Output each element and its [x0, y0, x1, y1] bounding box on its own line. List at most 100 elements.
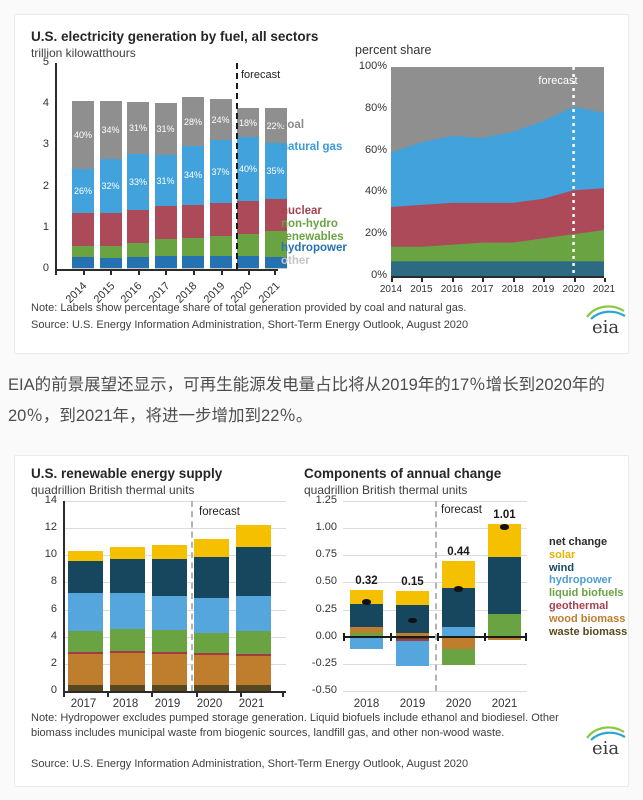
legend-coal: coal: [281, 119, 305, 131]
segment-other: [264, 268, 287, 269]
y-tick-label: 1: [42, 220, 49, 233]
x-axis-tick: [604, 278, 606, 282]
chart-source: Source: U.S. Energy Information Administ…: [31, 758, 469, 770]
y-tick-label: 20%: [364, 227, 387, 240]
segment-nuclear: [182, 204, 204, 239]
bar-percentage-label: 33%: [128, 176, 147, 187]
chart-legend: coal natural gas nuclear non-hydro renewabl…: [281, 63, 381, 273]
segment-non-hydro-renewables: [209, 236, 232, 257]
x-tick-label: 2018: [501, 284, 524, 295]
segment-wood-biomass: [488, 636, 521, 640]
legend-net-change: net change: [549, 536, 608, 548]
y-tick-label: 5: [42, 56, 49, 68]
segment-non-hydro-renewables: [237, 233, 259, 257]
chart-title: Components of annual change: [304, 466, 502, 481]
stacked-bar-2016: 33% 31%: [127, 63, 149, 269]
segment-waste-biomass: [236, 684, 271, 691]
stacked-bar-2019: 37% 24%: [209, 63, 232, 269]
x-axis-tick: [421, 278, 424, 282]
segment-waste-biomass: [152, 684, 187, 691]
stacked-bar-2014: 26% 40%: [72, 63, 94, 269]
x-axis-tick: [282, 693, 284, 697]
legend-wood-biomass: wood biomass: [549, 612, 626, 625]
segment-nuclear: [209, 203, 232, 237]
segment-natural-gas: 31%: [154, 154, 177, 207]
legend-non-hydro-renewables: non-hydro renewables: [281, 218, 344, 243]
y-tick-label: 4: [42, 97, 49, 110]
segment-hydropower: [72, 257, 94, 269]
legend-nuclear: nuclear: [281, 205, 322, 217]
segment-wind: [110, 559, 145, 593]
legend-solar: solar: [549, 548, 576, 561]
net-change-marker: [454, 586, 463, 592]
area-hydropower: [391, 261, 604, 276]
segment-coal: 22%: [264, 107, 287, 144]
segment-hydropower: [127, 257, 149, 269]
y-tick-label: 14: [44, 494, 57, 506]
article-paragraph: EIA的前景展望还显示，可再生能源发电量占比将从2019年的17％增长到2020…: [8, 376, 605, 425]
logo-text: eia: [592, 317, 619, 337]
segment-wood-biomass: [396, 633, 429, 637]
x-axis-labels: 2014 2015 2016 2017 2018 2019 2020 2021: [380, 278, 615, 298]
x-axis-tick: [274, 271, 276, 275]
y-tick-label: 2: [42, 179, 49, 192]
gridline: [65, 528, 286, 530]
segment-hydropower: [152, 596, 187, 630]
segment-other: [237, 268, 259, 269]
y-axis-labels: 5 4 3 2 1 0: [21, 56, 49, 274]
y-tick-label: -0.25: [311, 656, 337, 669]
x-axis-tick: [391, 278, 393, 282]
gridline: [65, 501, 286, 502]
x-tick-label: 2020: [196, 698, 223, 710]
x-tick-label: 2019: [532, 284, 555, 295]
bar-percentage-label: 26%: [73, 185, 92, 196]
segment-solar: [350, 590, 383, 605]
logo-green-arc: [586, 726, 625, 739]
forecast-label: forecast: [538, 75, 577, 87]
segment-liquid-biofuels: [152, 629, 187, 652]
segment-coal: 18%: [237, 108, 259, 138]
stacked-bar-2018: 34% 28%: [182, 63, 204, 269]
x-tick-label: 2017: [70, 698, 97, 710]
zero-axis-tick: [390, 632, 392, 641]
segment-wood-biomass: [236, 655, 271, 685]
segment-hydropower: [236, 596, 271, 632]
y-axis-labels: 100% 80% 60% 40% 20% 0%: [345, 60, 387, 282]
logo-blue-arc: [590, 310, 626, 320]
segment-other: [209, 268, 232, 269]
chart-note: Note: Labels show percentage share of to…: [31, 302, 467, 314]
segment-other: [182, 268, 204, 269]
chart-title: U.S. electricity generation by fuel, all…: [31, 29, 319, 44]
segment-other: [127, 268, 149, 269]
legend-geothermal: geothermal: [549, 599, 609, 612]
bar-percentage-label: 24%: [211, 114, 230, 125]
bar-percentage-label: 28%: [183, 116, 202, 127]
x-axis-tick: [110, 271, 113, 275]
y-tick-label: 0: [50, 684, 57, 696]
x-axis-labels: 2018 2019 2020 2021: [343, 693, 527, 713]
renewable-energy-panel: U.S. renewable energy supply quadrillion…: [14, 455, 629, 787]
forecast-divider-line: [435, 501, 437, 691]
stacked-bar-2020: [194, 501, 229, 691]
x-tick-label: 2021: [592, 284, 616, 295]
forecast-label: forecast: [241, 69, 281, 81]
segment-solar: [236, 525, 271, 548]
y-axis-labels: 1.25 1.00 0.75 0.50 0.25 0.00 -0.25 -0.50: [297, 494, 337, 697]
zero-axis-tick: [484, 632, 486, 641]
bar-percentage-label: 40%: [73, 130, 92, 141]
x-tick-label: 2019: [399, 698, 426, 710]
bar-percentage-label: 31%: [128, 122, 147, 133]
y-tick-label: 1.25: [315, 494, 337, 506]
segment-hydropower: [350, 636, 383, 649]
x-axis-tick: [193, 271, 195, 275]
segment-non-hydro-renewables: [127, 243, 149, 258]
chart-title: percent share: [355, 43, 432, 57]
chart-unit-label: trillion kilowatthours: [31, 46, 136, 60]
y-tick-label: 0: [42, 262, 49, 274]
segment-nuclear: [237, 201, 259, 234]
segment-wood-biomass: [152, 653, 187, 685]
stacked-bar-2017: [68, 501, 103, 691]
stacked-bar-2018: [110, 501, 145, 691]
x-axis-tick: [55, 271, 57, 275]
bar-percentage-label: 40%: [238, 164, 257, 175]
